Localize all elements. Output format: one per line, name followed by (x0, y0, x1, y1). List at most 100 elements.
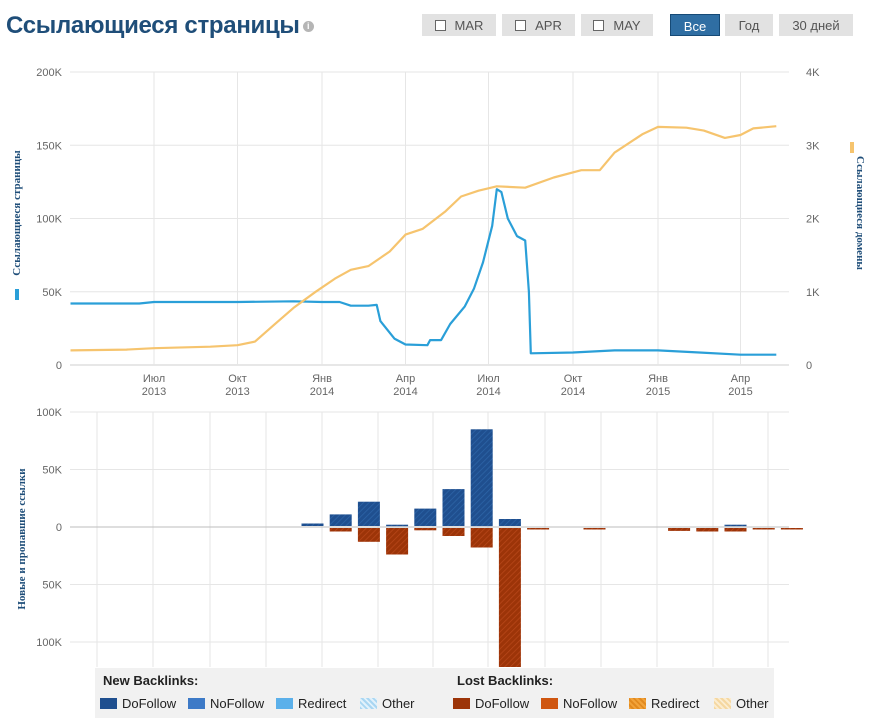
bar-new-dofollow (357, 501, 380, 526)
legend-label: NoFollow (210, 696, 265, 711)
bar-lost-dofollow (357, 528, 380, 542)
bar-new-dofollow (498, 519, 521, 526)
toggle-apr-label: APR (535, 18, 562, 33)
legend-item-new-dofollow[interactable]: DoFollow (100, 696, 176, 711)
bar-lost-dofollow (498, 528, 521, 667)
legend-swatch (100, 698, 117, 709)
x-tick-year: 2014 (561, 386, 585, 398)
x-tick-year: 2015 (728, 386, 752, 398)
bar-lost-dofollow (583, 528, 606, 530)
y-right-tick-label: 1K (806, 287, 820, 299)
x-tick-month: Окт (228, 373, 247, 385)
info-icon[interactable]: i (302, 21, 314, 33)
legend-new-title: New Backlinks: (103, 673, 199, 688)
legend-label: Other (382, 696, 415, 711)
page-title: Ссылающиеся страницы i (6, 12, 314, 40)
y-tick-label: 0 (56, 522, 62, 534)
y-right-tick-label: 3K (806, 140, 820, 152)
bar-new-dofollow (470, 429, 493, 527)
bar-lost-dofollow (752, 528, 775, 530)
legend-label: Other (736, 696, 769, 711)
bar-new-dofollow (386, 524, 409, 527)
checkbox-icon[interactable] (515, 20, 527, 31)
x-tick-year: 2015 (646, 386, 670, 398)
legend-label: NoFollow (563, 696, 618, 711)
bar-lost-dofollow (696, 528, 719, 532)
left-axis-legend-swatch (15, 289, 19, 300)
x-tick-year: 2013 (225, 386, 249, 398)
legend-item-new-other[interactable]: Other (360, 696, 415, 711)
toggle-may[interactable]: MAY (581, 14, 653, 36)
bar-new-dofollow (301, 523, 324, 526)
x-tick-month: Апр (396, 373, 415, 385)
legend-swatch (360, 698, 377, 709)
y-left-tick-label: 50K (42, 287, 62, 299)
legend-item-lost-nofollow[interactable]: NoFollow (541, 696, 617, 711)
bar-lost-dofollow (414, 528, 437, 531)
x-tick-year: 2014 (310, 386, 334, 398)
y-tick-label: 50K (42, 580, 62, 592)
legend-label: DoFollow (475, 696, 530, 711)
page-title-text: Ссылающиеся страницы (6, 12, 300, 39)
legend-label: Redirect (651, 696, 700, 711)
bar-lost-dofollow (780, 528, 803, 530)
y-left-tick-label: 150K (36, 140, 62, 152)
bar-lost-dofollow (724, 528, 747, 532)
series-line-referring-pages (70, 188, 777, 356)
x-tick-year: 2014 (476, 386, 500, 398)
bar-new-dofollow (724, 524, 747, 527)
range-year-button[interactable]: Год (725, 14, 773, 36)
legend-label: DoFollow (122, 696, 177, 711)
range-30days-button[interactable]: 30 дней (779, 14, 853, 36)
checkbox-icon[interactable] (593, 20, 605, 31)
legend-swatch (453, 698, 470, 709)
legend-swatch (541, 698, 558, 709)
legend-lost-title: Lost Backlinks: (457, 673, 554, 688)
y-tick-label: 100K (36, 407, 62, 419)
legend-label: Redirect (298, 696, 347, 711)
y-tick-label: 100K (36, 637, 62, 649)
x-tick-year: 2014 (393, 386, 417, 398)
legend-item-new-redirect[interactable]: Redirect (276, 696, 346, 711)
legend-item-lost-redirect[interactable]: Redirect (629, 696, 699, 711)
bar-lost-dofollow (527, 528, 550, 530)
legend-swatch (188, 698, 205, 709)
legend-item-new-nofollow[interactable]: NoFollow (188, 696, 264, 711)
bar-new-dofollow (442, 489, 465, 526)
bar-new-dofollow (329, 514, 352, 526)
bar-lost-dofollow (470, 528, 493, 548)
toggle-may-label: MAY (613, 18, 641, 33)
bar-lost-dofollow (329, 528, 352, 532)
legend: New Backlinks: Lost Backlinks: DoFollow … (95, 668, 774, 718)
legend-item-lost-other[interactable]: Other (714, 696, 769, 711)
x-tick-month: Окт (564, 373, 583, 385)
x-tick-month: Янв (648, 373, 668, 385)
x-tick-month: Июл (477, 373, 499, 385)
y-left-tick-label: 0 (56, 360, 62, 372)
y-left-tick-label: 200K (36, 67, 62, 79)
legend-swatch (714, 698, 731, 709)
legend-item-lost-dofollow[interactable]: DoFollow (453, 696, 529, 711)
y-tick-label: 50K (42, 465, 62, 477)
bar-lost-dofollow (442, 528, 465, 536)
y-right-tick-label: 4K (806, 67, 820, 79)
toggle-mar[interactable]: MAR (422, 14, 496, 36)
range-all-button[interactable]: Все (670, 14, 720, 36)
bar-lost-dofollow (386, 528, 409, 555)
x-tick-year: 2013 (142, 386, 166, 398)
y-right-tick-label: 2K (806, 214, 820, 226)
series-line-referring-domains (70, 125, 777, 352)
legend-swatch (629, 698, 646, 709)
checkbox-icon[interactable] (434, 20, 446, 31)
toggle-apr[interactable]: APR (502, 14, 575, 36)
toggle-mar-label: MAR (454, 18, 484, 33)
y-left-tick-label: 100K (36, 214, 62, 226)
x-tick-month: Июл (143, 373, 165, 385)
bar-new-dofollow (414, 508, 437, 526)
x-tick-month: Апр (731, 373, 750, 385)
y-right-tick-label: 0 (806, 360, 812, 372)
legend-swatch (276, 698, 293, 709)
x-tick-month: Янв (312, 373, 332, 385)
